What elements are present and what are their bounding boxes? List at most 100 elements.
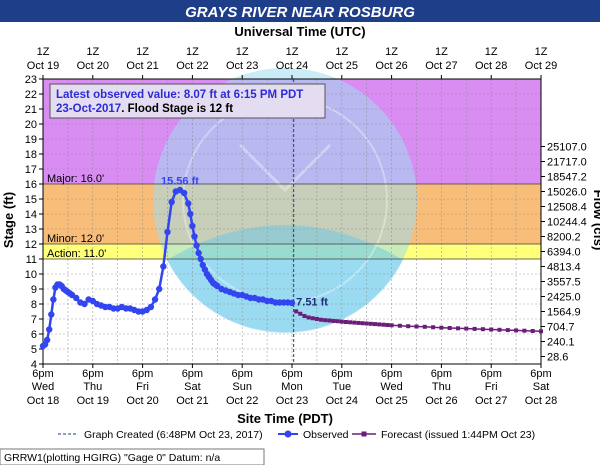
flow-tick-label: 15026.0: [547, 187, 587, 199]
observed-point: [151, 296, 159, 303]
forecast-point: [464, 326, 469, 331]
x-tick-label-day: Sat: [184, 381, 201, 393]
series-layer: [39, 79, 543, 364]
top-tick-label: 1Z: [485, 46, 498, 58]
top-tick-label-date: Oct 29: [525, 60, 557, 72]
forecast-point: [397, 323, 402, 328]
y-tick-label: 6: [31, 329, 37, 341]
y-tick-label: 21: [25, 104, 37, 116]
top-tick-label-date: Oct 24: [276, 60, 308, 72]
legend-observed-label: Observed: [303, 429, 349, 441]
top-tick-label-date: Oct 20: [77, 60, 109, 72]
forecast-point: [339, 319, 344, 324]
flow-tick-label: 18547.2: [547, 172, 587, 184]
top-tick-label-date: Oct 25: [326, 60, 358, 72]
footer-box: [0, 448, 265, 465]
x-tick-label-day: Wed: [380, 381, 402, 393]
flood-label-major: Major: 16.0': [47, 173, 104, 185]
y-tick-label: 4: [31, 359, 37, 371]
flow-tick-label: 12508.4: [547, 202, 587, 214]
forecast-point: [422, 324, 427, 329]
forecast-point: [431, 325, 436, 330]
forecast-point: [439, 325, 444, 330]
forecast-point: [298, 311, 303, 316]
x-tick-label: 6pm: [381, 368, 402, 380]
x-tick-label-day: Tue: [333, 381, 352, 393]
observed-point: [48, 311, 55, 318]
forecast-point: [356, 320, 361, 325]
x-tick-label-day: Mon: [281, 381, 302, 393]
forecast-point: [381, 322, 386, 327]
x-tick-label-day: Wed: [32, 381, 54, 393]
forecast-point: [385, 323, 390, 327]
forecast-point: [360, 321, 365, 326]
forecast-point: [377, 322, 382, 327]
forecast-point: [310, 316, 315, 321]
top-tick-label: 1Z: [335, 46, 348, 58]
y-tick-label: 15: [25, 194, 37, 206]
flow-tick-label: 4813.4: [547, 262, 581, 274]
forecast-point: [456, 326, 460, 331]
x-tick-label-date: Oct 28: [525, 395, 557, 407]
forecast-point: [327, 318, 332, 323]
x-tick-label-day: Sun: [232, 381, 252, 393]
forecast-point: [497, 327, 502, 332]
latest-value-line2: 23-Oct-2017. Flood Stage is 12 ft: [56, 103, 233, 115]
x-tick-label-date: Oct 27: [475, 395, 507, 407]
observed-point: [81, 300, 88, 308]
x-tick-label-day: Fri: [136, 381, 149, 393]
annotation-layer: Major: 16.0' Minor: 12.0' Action: 11.0' 15.…: [47, 173, 328, 308]
forecast-point: [348, 320, 353, 325]
legend-created-label: Graph Created (6:48PM Oct 23, 2017): [84, 429, 263, 441]
flow-tick-label: 8200.2: [547, 232, 581, 244]
flow-tick-label: 21717.0: [547, 157, 587, 169]
x-tick-label-date: Oct 20: [126, 395, 158, 407]
observed-point: [180, 189, 188, 197]
latest-value-box: Latest observed value: 8.07 ft at 6:15 P…: [49, 83, 326, 119]
x-tick-label-date: Oct 18: [27, 395, 59, 407]
x-tick-label-date: Oct 23: [276, 395, 308, 407]
forecast-point: [364, 321, 369, 326]
top-tick-label-date: Oct 26: [375, 60, 407, 72]
top-tick-label-date: Oct 22: [176, 60, 208, 72]
x-axis-title: Site Time (PDT): [237, 411, 333, 426]
x-tick-label-day: Thu: [83, 381, 102, 393]
y-tick-label: 7: [31, 314, 37, 326]
top-tick-label: 1Z: [136, 46, 149, 58]
y-tick-label: 16: [25, 179, 37, 191]
latest-value-line1: Latest observed value: 8.07 ft at 6:15 P…: [56, 89, 303, 101]
flow-tick-label: 240.1: [547, 337, 575, 349]
observed-point: [191, 233, 198, 240]
x-tick-label: 6pm: [431, 368, 452, 380]
top-tick-label-date: Oct 21: [126, 60, 158, 72]
x-tick-label: 6pm: [331, 368, 352, 380]
forecast-point: [480, 327, 485, 332]
forecast-point: [302, 314, 307, 318]
x-tick-label-day: Thu: [432, 381, 451, 393]
observed-point: [46, 326, 53, 333]
y-tick-label: 19: [25, 134, 37, 146]
y-tick-label: 14: [25, 209, 37, 221]
top-tick-label: 1Z: [37, 46, 50, 58]
observed-point: [156, 285, 163, 293]
top-tick-label: 1Z: [435, 46, 448, 58]
top-tick-label: 1Z: [236, 46, 249, 58]
observed-point: [193, 242, 200, 249]
flow-tick-label: 2425.0: [547, 292, 581, 304]
seal-gull: [238, 143, 332, 193]
x-tick-label-date: Oct 22: [226, 395, 258, 407]
flow-tick-label: 28.6: [547, 352, 568, 364]
y-tick-label: 11: [26, 254, 37, 266]
flow-tick-label: 10244.4: [547, 217, 587, 229]
y-tick-label: 5: [31, 344, 37, 356]
forecast-point: [373, 322, 377, 327]
legend-observed-marker: [284, 430, 292, 438]
flood-label-minor: Minor: 12.0': [47, 233, 104, 245]
x-tick-label: 6pm: [231, 368, 252, 380]
y-tick-label: 9: [31, 284, 37, 296]
forecast-point: [414, 324, 419, 329]
y-axis-title-right: Flow (cfs): [591, 190, 600, 251]
title-bar: [0, 0, 600, 22]
top-tick-label: 1Z: [86, 46, 99, 58]
